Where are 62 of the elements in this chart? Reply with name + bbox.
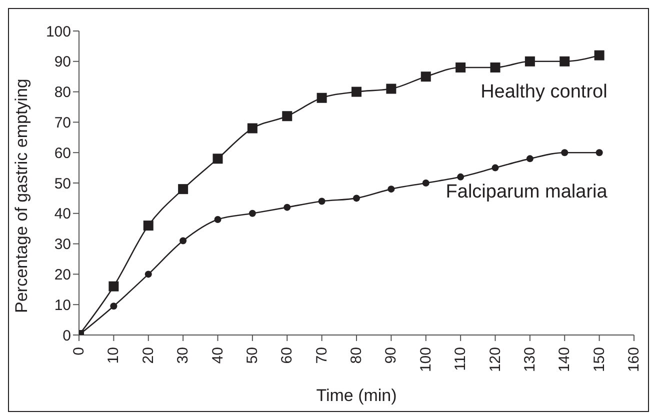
- point: [561, 149, 568, 156]
- x-tick-label: 40: [209, 347, 226, 364]
- point: [212, 154, 223, 164]
- point: [282, 111, 292, 122]
- point: [180, 237, 187, 244]
- y-tick-label: 30: [54, 236, 71, 254]
- point: [596, 149, 603, 156]
- y-tick-label: 100: [46, 23, 71, 40]
- x-tick-label: 20: [140, 347, 157, 364]
- y-tick-label: 20: [54, 266, 71, 284]
- point: [352, 86, 362, 97]
- y-tick-label: 80: [54, 84, 71, 102]
- point: [457, 173, 464, 180]
- y-tick-label: 70: [54, 114, 71, 132]
- x-axis-title: Time (min): [316, 386, 397, 405]
- point: [560, 56, 570, 66]
- x-tick-label: 110: [452, 347, 470, 371]
- point: [524, 56, 535, 66]
- x-tick-label: 50: [244, 347, 261, 364]
- y-tick-label: 10: [54, 296, 71, 314]
- point: [108, 281, 119, 292]
- x-tick-label: 130: [521, 347, 538, 372]
- x-tick-label: 60: [278, 347, 296, 364]
- series-label: Healthy control: [480, 81, 608, 102]
- point: [456, 62, 466, 72]
- x-tick-label: 80: [348, 347, 365, 364]
- point: [284, 204, 291, 211]
- x-tick-label: 160: [626, 347, 642, 372]
- x-tick-label: 10: [105, 347, 122, 364]
- point: [316, 92, 327, 103]
- point: [490, 62, 500, 72]
- y-axis-title: Percentage of gastric emptying: [12, 78, 32, 313]
- x-tick-label: 100: [417, 347, 434, 372]
- point: [492, 164, 499, 172]
- point: [248, 210, 256, 217]
- x-tick-label: 30: [174, 347, 192, 364]
- point: [318, 198, 326, 205]
- x-tick-label: 0: [70, 347, 88, 356]
- y-tick-label: 90: [54, 54, 71, 71]
- point: [247, 123, 258, 134]
- y-tick-label: 50: [54, 175, 71, 192]
- point: [386, 84, 396, 94]
- x-tick-label: 140: [556, 347, 574, 372]
- x-tick-label: 120: [486, 347, 504, 372]
- x-tick-label: 150: [590, 347, 608, 372]
- x-tick-label: 90: [382, 347, 400, 364]
- point: [214, 216, 222, 223]
- y-tick-label: 60: [54, 144, 71, 162]
- point: [143, 220, 154, 231]
- point: [353, 194, 360, 202]
- x-tick-label: 70: [313, 347, 330, 364]
- point: [594, 50, 604, 60]
- point: [178, 184, 188, 194]
- point: [422, 180, 430, 186]
- series-label: Falciparum malaria: [446, 182, 608, 203]
- point: [388, 186, 395, 193]
- point: [526, 155, 534, 162]
- point: [144, 270, 152, 278]
- y-tick-label: 0: [62, 327, 71, 344]
- point: [110, 302, 118, 310]
- point: [420, 72, 431, 82]
- y-tick-label: 40: [54, 206, 71, 223]
